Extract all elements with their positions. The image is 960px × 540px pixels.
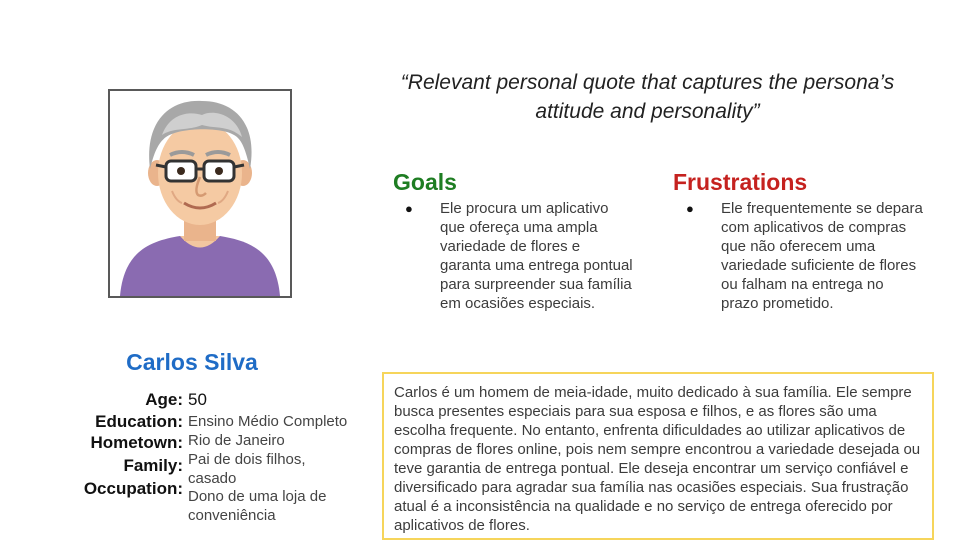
family-value: Pai de dois filhos, casado <box>188 451 306 487</box>
persona-quote: “Relevant personal quote that captures t… <box>400 71 895 123</box>
goals-list: ● Ele procura um aplicativo que ofereça … <box>393 199 633 313</box>
goals-heading: Goals <box>393 169 457 195</box>
list-item: ● Ele frequentemente se depara com aplic… <box>674 199 924 313</box>
frustrations-heading: Frustrations <box>673 169 808 195</box>
frustration-text: Ele frequentemente se depara com aplicat… <box>721 200 923 312</box>
family-label: Family: <box>123 456 183 475</box>
goal-text: Ele procura um aplicativo que ofereça um… <box>440 200 633 312</box>
hometown-value: Rio de Janeiro <box>188 432 285 449</box>
age-value: 50 <box>188 390 207 409</box>
elderly-man-avatar-icon <box>120 100 280 296</box>
hometown-label: Hometown: <box>90 433 183 452</box>
persona-name: Carlos Silva <box>126 349 258 375</box>
education-value: Ensino Médio Completo <box>188 413 348 430</box>
list-item: ● Ele procura um aplicativo que ofereça … <box>393 199 633 313</box>
bullet-icon: ● <box>686 201 694 216</box>
frustrations-list: ● Ele frequentemente se depara com aplic… <box>674 199 924 313</box>
persona-bio: Carlos é um homem de meia-idade, muito d… <box>382 372 934 540</box>
bullet-icon: ● <box>405 201 413 216</box>
occupation-label: Occupation: <box>83 479 183 498</box>
persona-photo <box>108 89 292 298</box>
age-label: Age: <box>145 390 183 409</box>
occupation-value: Dono de uma loja de conveniência <box>188 488 327 524</box>
education-label: Education: <box>95 412 183 431</box>
